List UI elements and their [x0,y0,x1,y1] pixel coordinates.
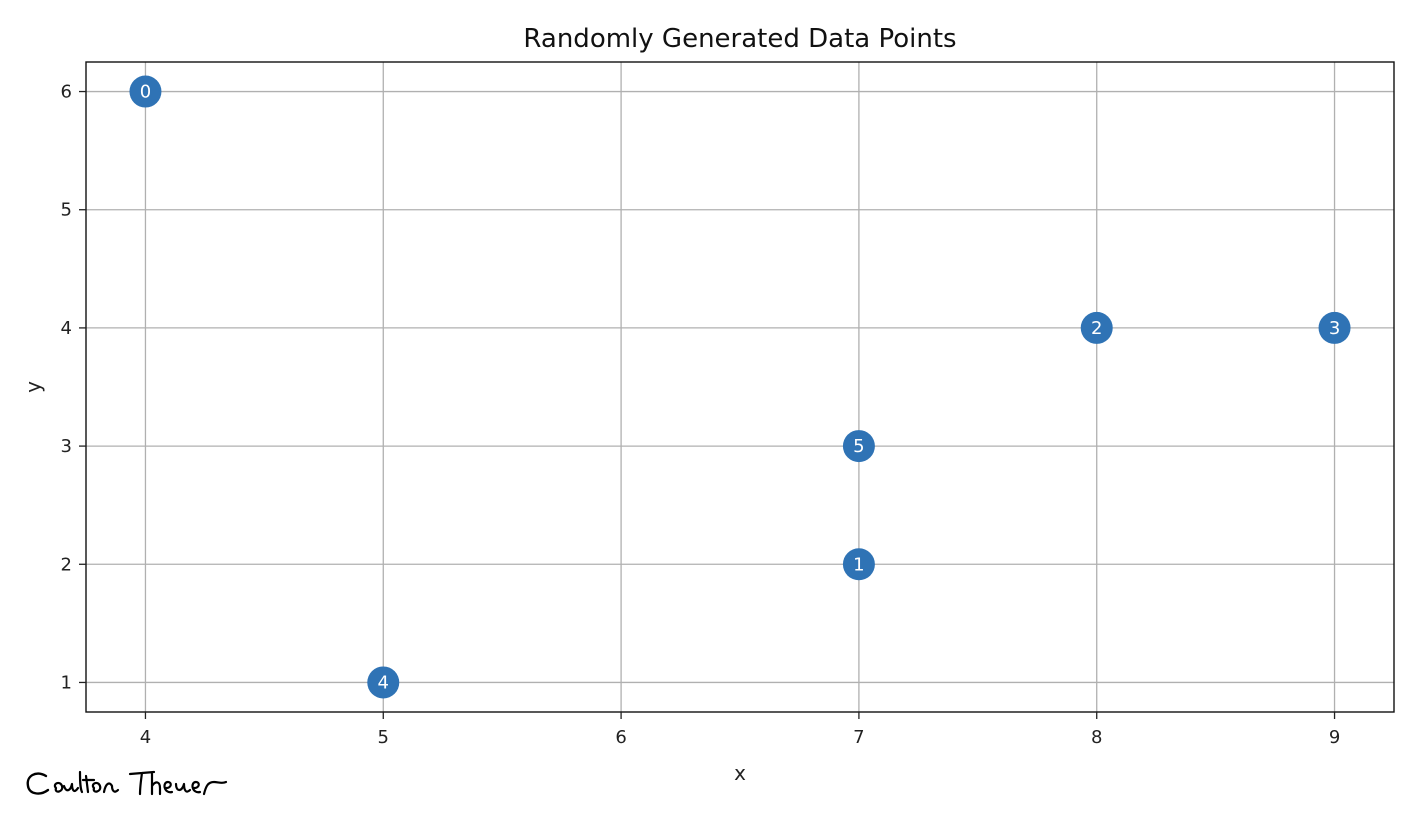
plot-frame [85,61,1395,713]
scatter-point [842,548,875,581]
chart-title: Randomly Generated Data Points [523,24,956,54]
x-tick-label: 8 [1091,727,1102,748]
grid-layer [86,62,1394,712]
x-tick-label: 6 [615,727,626,748]
y-axis-title: y [21,381,45,393]
scatter-point [129,75,162,108]
scatter-point [842,430,875,463]
x-tick-label: 5 [378,727,389,748]
point-label: 1 [853,554,864,575]
scatter-point [367,666,400,699]
tick-layer: 4 5 6 7 8 9 1 2 3 4 5 6 [61,82,1341,748]
point-label: 5 [853,436,864,457]
y-tick-label: 6 [61,82,72,103]
point-label: 4 [378,672,389,693]
y-tick-label: 3 [61,436,72,457]
scatter-point [1318,311,1351,344]
point-label: 0 [140,82,151,103]
x-tick-label: 7 [853,727,864,748]
scatter-point [1080,311,1113,344]
x-tick-label: 4 [140,727,151,748]
point-layer: 0 1 2 3 4 5 [129,75,1351,699]
y-tick-label: 1 [61,672,72,693]
y-tick-label: 4 [61,318,72,339]
handwritten-signature [26,770,228,796]
point-label: 2 [1091,318,1102,339]
x-axis-title: x [734,761,746,785]
point-label: 3 [1329,318,1340,339]
y-tick-label: 5 [61,200,72,221]
y-tick-label: 2 [61,554,72,575]
x-tick-label: 9 [1329,727,1340,748]
